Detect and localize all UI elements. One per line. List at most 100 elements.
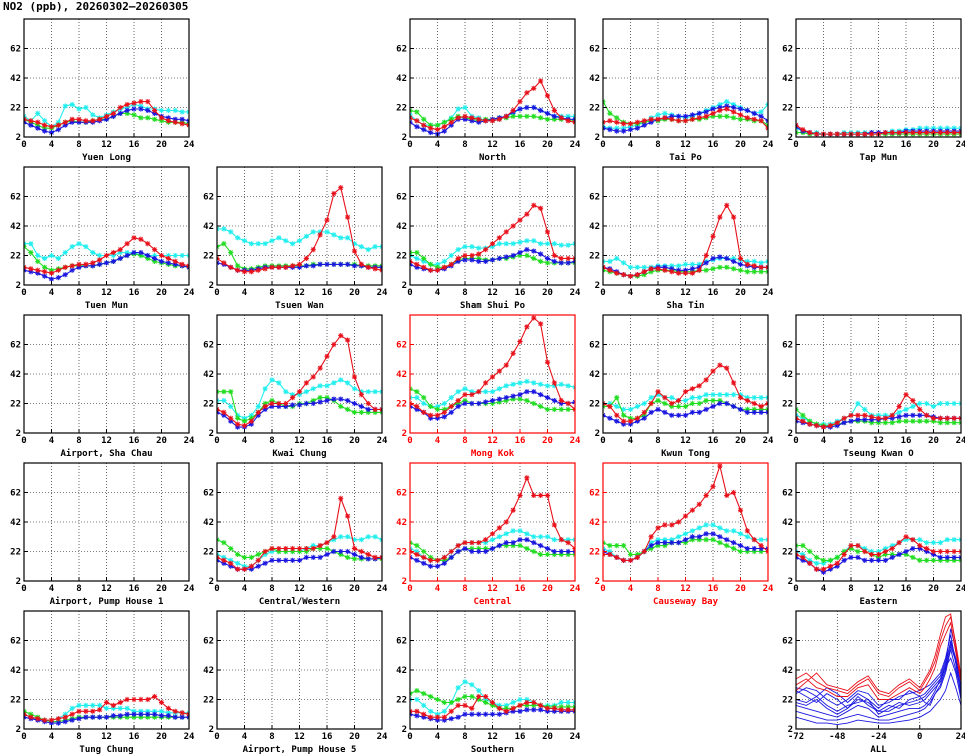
subplot-title: Tuen Mun [85, 301, 128, 311]
x-tick-label: 24 [184, 140, 195, 150]
data-point-cyan [607, 258, 613, 264]
data-point-red [283, 264, 289, 270]
data-point-cyan [807, 557, 813, 563]
subplot-title: Eastern [860, 597, 898, 607]
x-tick-label: 12 [101, 140, 112, 150]
data-point-green [517, 252, 523, 259]
data-point-blue [496, 396, 502, 402]
x-tick-label: 12 [680, 436, 691, 446]
data-point-cyan [489, 537, 496, 543]
x-tick-label: 16 [708, 140, 719, 150]
data-point-green [917, 418, 923, 424]
data-point-cyan [296, 238, 303, 244]
data-point-green [48, 267, 55, 273]
data-point-blue [110, 713, 116, 719]
data-point-green [538, 403, 544, 410]
data-point-cyan [310, 229, 316, 235]
data-point-blue [317, 261, 323, 267]
data-point-red [538, 702, 544, 708]
data-point-blue [710, 531, 716, 537]
data-point-cyan [441, 400, 447, 407]
data-point-red [248, 269, 254, 275]
x-tick-label: 4 [49, 140, 55, 150]
x-tick-label: 24 [377, 288, 388, 298]
data-point-blue [717, 400, 723, 407]
x-tick-label: 12 [294, 584, 305, 594]
data-point-green [551, 406, 557, 412]
data-point-red [496, 116, 502, 122]
data-point-red [241, 269, 248, 275]
data-point-cyan [731, 392, 737, 398]
data-point-blue [724, 103, 730, 109]
data-point-blue [221, 560, 227, 566]
data-point-blue [158, 713, 165, 719]
data-point-blue [676, 267, 682, 273]
data-point-cyan [930, 403, 937, 410]
data-point-red [42, 122, 48, 128]
x-tick-label: 16 [515, 140, 526, 150]
data-point-cyan [103, 705, 110, 711]
data-point-green [703, 537, 709, 543]
data-point-red [165, 255, 171, 262]
data-point-blue [682, 113, 689, 119]
data-point-blue [669, 412, 675, 418]
data-point-green [421, 691, 427, 697]
data-point-blue [90, 714, 96, 720]
data-point-cyan [310, 543, 316, 549]
data-point-cyan [903, 406, 909, 412]
data-point-blue [276, 557, 282, 563]
data-point-blue [648, 409, 654, 415]
data-point-cyan [421, 702, 427, 708]
data-point-blue [503, 395, 509, 401]
y-tick-label: 2 [595, 281, 600, 291]
data-point-red [820, 566, 827, 572]
data-point-blue [855, 417, 861, 423]
x-tick-label: 16 [708, 436, 719, 446]
data-point-red [614, 412, 620, 418]
data-point-red [551, 380, 557, 386]
data-point-blue [62, 272, 68, 278]
data-point-green [428, 261, 434, 267]
data-point-red [469, 540, 475, 546]
data-point-blue [758, 409, 764, 415]
y-tick-label: 62 [782, 341, 793, 351]
data-point-cyan [138, 103, 144, 109]
data-point-cyan [365, 247, 371, 253]
data-point-blue [703, 531, 709, 537]
data-point-cyan [441, 708, 447, 714]
x-tick-label: 8 [462, 584, 467, 594]
data-point-blue [28, 269, 34, 275]
data-point-red [338, 495, 344, 501]
data-point-green [338, 403, 344, 410]
data-point-blue [303, 263, 309, 269]
data-point-cyan [414, 548, 420, 555]
y-tick-label: 42 [589, 74, 600, 84]
data-point-blue [889, 415, 895, 421]
x-tick-label: 24 [956, 436, 965, 446]
data-point-red [621, 121, 627, 127]
data-point-green [903, 551, 909, 558]
data-point-red [455, 255, 461, 262]
data-point-blue [76, 716, 82, 722]
data-point-blue [414, 713, 420, 719]
x-tick-label: 16 [901, 436, 912, 446]
x-tick-label: 12 [873, 140, 884, 150]
x-tick-label: 8 [848, 140, 853, 150]
data-point-blue [110, 258, 116, 264]
data-point-red [331, 190, 337, 197]
data-point-cyan [724, 528, 730, 534]
data-point-blue [455, 258, 461, 264]
data-point-red [317, 543, 323, 549]
data-point-blue [35, 270, 41, 276]
data-point-cyan [235, 235, 241, 241]
x-tick-label: -72 [788, 732, 804, 742]
data-point-green [641, 412, 647, 418]
data-point-red [462, 392, 468, 398]
data-point-green [827, 557, 833, 563]
data-point-cyan [42, 255, 48, 262]
data-point-green [145, 714, 151, 720]
data-point-cyan [179, 109, 185, 115]
data-point-blue [531, 104, 537, 111]
x-tick-label: 4 [242, 732, 248, 742]
